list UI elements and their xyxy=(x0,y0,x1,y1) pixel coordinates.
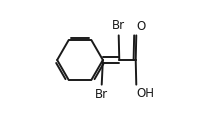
Text: Br: Br xyxy=(95,88,108,101)
Text: O: O xyxy=(137,20,146,33)
Text: OH: OH xyxy=(137,87,155,100)
Text: Br: Br xyxy=(112,19,125,32)
